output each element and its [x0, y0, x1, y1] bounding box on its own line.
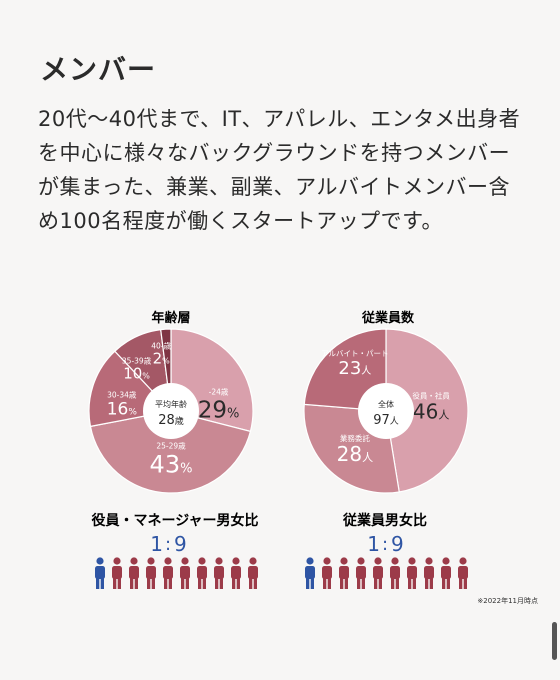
center-unit: 人 [390, 416, 399, 427]
male-person-icon [305, 557, 315, 589]
intro-paragraph: 20代〜40代まで、IT、アパレル、エンタメ出身者を中心に様々なバックグラウンド… [38, 107, 521, 233]
female-person-icon [146, 557, 156, 589]
slice-unit: 人 [362, 451, 373, 464]
center-hole [358, 383, 414, 439]
slice-label: アルバイト・パート [321, 349, 388, 358]
ratio-left: 役員・マネージャー男女比 1 : 9 [91, 512, 259, 589]
ratio-title: 役員・マネージャー男女比 [91, 512, 258, 529]
slice-label: 35-39歳 [122, 355, 152, 365]
pie-slice [303, 328, 387, 412]
ratio-right-value: 9 [391, 532, 404, 556]
female-person-icon [339, 557, 349, 589]
slice-unit: % [162, 357, 170, 366]
chart-title: 年齢層 [151, 310, 190, 326]
ratio-separator: : [165, 534, 171, 555]
people-icons-row [95, 557, 258, 589]
ratio-left-value: 1 [150, 532, 163, 556]
female-person-icon [424, 557, 434, 589]
female-person-icon [322, 557, 332, 589]
center-label: 全体 [378, 399, 394, 409]
female-person-icon [214, 557, 224, 589]
slice-unit: % [142, 371, 150, 380]
age-chart: 年齢層 -24歳29%25-29歳43%30-34歳16%35-39歳10%40… [88, 310, 254, 494]
footnote: ※2022年11月時点 [477, 597, 538, 605]
pie-slice [385, 328, 469, 493]
female-person-icon [373, 557, 383, 589]
slice-unit: % [227, 406, 239, 421]
female-person-icon [390, 557, 400, 589]
slice-label: 役員・社員 [412, 390, 450, 400]
pie-slice [89, 410, 252, 494]
slice-unit: 人 [438, 408, 449, 421]
male-person-icon [95, 557, 105, 589]
age-pie: -24歳29%25-29歳43%30-34歳16%35-39歳10%40-歳2%… [88, 328, 254, 494]
slice-unit: 人 [361, 365, 371, 377]
female-person-icon [248, 557, 258, 589]
female-person-icon [356, 557, 366, 589]
slice-label: 30-34歳 [107, 390, 137, 400]
female-person-icon [407, 557, 417, 589]
people-icons-row [305, 557, 468, 589]
slice-unit: % [180, 462, 192, 477]
female-person-icon [441, 557, 451, 589]
female-person-icon [180, 557, 190, 589]
ratio-right: 従業員男女比 1 : 9 [305, 512, 468, 589]
ratio-right-value: 9 [174, 532, 187, 556]
female-person-icon [231, 557, 241, 589]
center-value: 28歳 [158, 413, 184, 428]
ratio-left-value: 1 [367, 532, 380, 556]
slice-label: 40-歳 [151, 341, 171, 351]
center-hole [143, 383, 199, 439]
female-person-icon [197, 557, 207, 589]
scrollbar[interactable] [552, 622, 557, 660]
page-title: メンバー [40, 53, 157, 86]
center-label: 平均年齢 [155, 399, 187, 409]
slice-label: -24歳 [209, 386, 229, 396]
chart-title: 従業員数 [361, 310, 415, 326]
ratio-title: 従業員男女比 [342, 512, 427, 529]
slice-unit: % [128, 408, 137, 418]
female-person-icon [163, 557, 173, 589]
slice-label: 業務委託 [340, 433, 370, 443]
female-person-icon [129, 557, 139, 589]
slice-label: 25-29歳 [156, 441, 186, 451]
female-person-icon [458, 557, 468, 589]
center-value: 97人 [373, 413, 399, 428]
female-person-icon [112, 557, 122, 589]
ratio-separator: : [382, 534, 388, 555]
center-unit: 歳 [175, 415, 184, 427]
